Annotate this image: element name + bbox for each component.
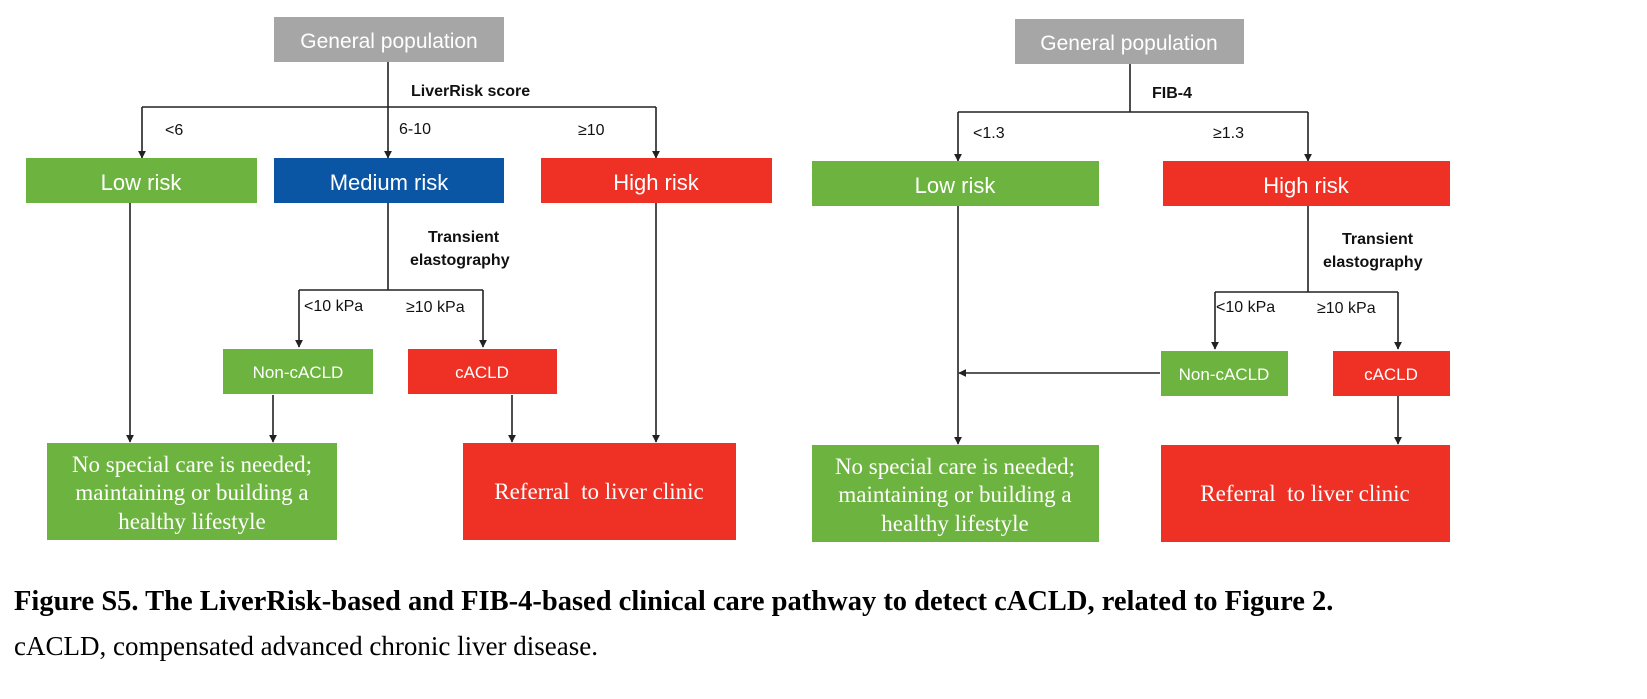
- left-low-risk-box: [26, 158, 257, 203]
- right-branch-high-label: ≥1.3: [1213, 125, 1244, 142]
- right-cacld-label: cACLD: [1364, 365, 1418, 384]
- right-non-cacld-box: [1161, 351, 1288, 396]
- figure-caption: Figure S5. The LiverRisk-based and FIB-4…: [14, 586, 1644, 661]
- right-non-cacld-node: Non-cACLD: [1161, 351, 1288, 396]
- right-no-care-box: [812, 445, 1099, 542]
- right-cacld-box: [1333, 351, 1450, 396]
- right-low-risk-box: [812, 161, 1099, 206]
- left-high-risk-box: [541, 158, 772, 203]
- left-non-cacld-box: [223, 349, 373, 394]
- liverrisk-pathway: General population LiverRisk score <6 6-…: [26, 17, 772, 540]
- right-low-risk-node: Low risk: [812, 161, 1099, 206]
- left-branch-low-label: <6: [165, 122, 183, 139]
- left-medium-risk-box: [274, 158, 504, 203]
- left-no-care-box: [47, 443, 337, 540]
- left-start-box: [274, 17, 504, 62]
- right-kpa-high-label: ≥10 kPa: [1317, 300, 1376, 317]
- left-non-cacld-label: Non-cACLD: [253, 363, 344, 382]
- right-te-label-line1: Transient: [1342, 231, 1414, 248]
- left-referral-label: Referral to liver clinic: [494, 479, 703, 504]
- right-high-risk-label: High risk: [1263, 173, 1350, 198]
- left-te-label-line2: elastography: [410, 252, 510, 269]
- right-branch-low-label: <1.3: [973, 125, 1005, 142]
- right-referral-label: Referral to liver clinic: [1200, 481, 1409, 506]
- left-te-label-line1: Transient: [428, 229, 500, 246]
- right-high-risk-box: [1163, 161, 1450, 206]
- right-no-care-line1: No special care is needed;: [835, 454, 1075, 479]
- right-no-care-node: No special care is needed; maintaining o…: [812, 445, 1099, 542]
- left-start-label: General population: [300, 30, 477, 53]
- left-medium-risk-label: Medium risk: [330, 170, 450, 195]
- left-no-care-line1: No special care is needed;: [72, 452, 312, 477]
- right-te-label-line2: elastography: [1323, 254, 1423, 271]
- left-medium-risk-node: Medium risk: [274, 158, 504, 203]
- left-no-care-line2: maintaining or building a: [75, 480, 308, 505]
- left-no-care-line3: healthy lifestyle: [118, 509, 266, 534]
- right-start-box: [1015, 19, 1244, 64]
- left-branch-mid-label: 6-10: [399, 121, 431, 138]
- right-kpa-low-label: <10 kPa: [1216, 299, 1275, 316]
- caption-body: cACLD, compensated advanced chronic live…: [14, 630, 599, 661]
- left-cacld-box: [408, 349, 557, 394]
- left-no-care-node: No special care is needed; maintaining o…: [47, 443, 337, 540]
- right-referral-node: Referral to liver clinic: [1161, 445, 1450, 542]
- left-kpa-high-label: ≥10 kPa: [406, 299, 465, 316]
- right-criterion-label: FIB-4: [1152, 85, 1192, 102]
- left-referral-node: Referral to liver clinic: [463, 443, 736, 540]
- left-connectors: [126, 60, 660, 443]
- left-kpa-low-label: <10 kPa: [304, 298, 363, 315]
- left-high-risk-label: High risk: [613, 170, 700, 195]
- right-referral-box: [1161, 445, 1450, 542]
- right-start-label: General population: [1040, 32, 1217, 55]
- left-cacld-label: cACLD: [455, 363, 509, 382]
- left-referral-box: [463, 443, 736, 540]
- fib4-pathway: General population FIB-4 <1.3 ≥1.3 Low r…: [812, 19, 1450, 542]
- left-branch-high-label: ≥10: [578, 122, 605, 139]
- caption-title: Figure S5. The LiverRisk-based and FIB-4…: [14, 586, 1334, 617]
- left-low-risk-node: Low risk: [26, 158, 257, 203]
- left-non-cacld-node: Non-cACLD: [223, 349, 373, 394]
- left-low-risk-label: Low risk: [101, 170, 183, 195]
- right-cacld-node: cACLD: [1333, 351, 1450, 396]
- left-start-node: General population: [274, 17, 504, 62]
- left-criterion-label: LiverRisk score: [411, 83, 530, 100]
- right-non-cacld-label: Non-cACLD: [1179, 365, 1270, 384]
- right-no-care-line3: healthy lifestyle: [881, 511, 1029, 536]
- right-high-risk-node: High risk: [1163, 161, 1450, 206]
- right-connectors: [954, 63, 1402, 445]
- left-cacld-node: cACLD: [408, 349, 557, 394]
- right-start-node: General population: [1015, 19, 1244, 64]
- right-low-risk-label: Low risk: [915, 173, 997, 198]
- left-high-risk-node: High risk: [541, 158, 772, 203]
- right-no-care-line2: maintaining or building a: [838, 482, 1071, 507]
